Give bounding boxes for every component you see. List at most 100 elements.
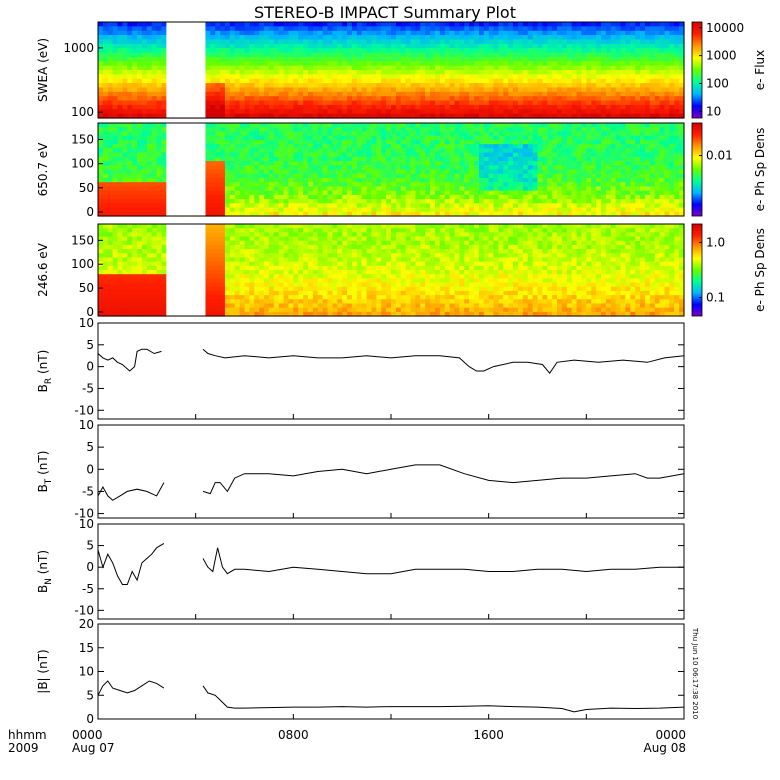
spectrogram-cell [303,199,309,204]
spectrogram-cell [327,26,333,32]
spectrogram-cell [127,182,133,188]
spectrogram-cell [239,186,246,192]
spectrogram-cell [112,109,119,115]
spectrogram-cell [102,139,109,145]
spectrogram-cell [561,39,568,45]
spectrogram-cell [381,78,387,84]
spectrogram-cell [581,131,587,137]
spectrogram-cell [229,135,236,141]
spectrogram-cell [156,39,163,45]
spectrogram-cell [571,169,578,175]
spectrogram-cell [430,182,436,188]
spectrogram-cell [347,30,353,36]
spectrogram-cell [141,113,148,119]
spectrogram-cell [405,199,412,204]
spectrogram-cell [454,194,460,200]
spectrogram-cell [400,182,407,188]
spectrogram-cell [522,194,529,200]
spectrogram-cell [327,113,333,119]
spectrogram-cell [517,91,524,97]
spectrogram-cell [259,194,265,200]
spectrogram-cell [566,83,573,89]
spectrogram-cell [503,100,509,106]
spectrogram-cell [459,113,465,119]
spectrogram-cell [439,194,446,200]
spectrogram-cell [107,56,114,62]
spectrogram-cell [132,199,138,204]
spectrogram-cell [244,56,250,62]
spectrogram-cell [112,83,119,89]
spectrogram-cell [205,131,211,137]
spectrogram-cell [586,186,592,192]
spectrogram-cell [571,70,578,75]
spectrogram-cell [151,70,158,75]
spectrogram-cell [644,96,651,102]
spectrogram-cell [415,182,421,188]
spectrogram-cell [620,26,626,32]
spectrogram-cell [420,83,426,89]
spectrogram-cell [464,131,470,137]
spectrogram-cell [596,161,602,166]
spectrogram-cell [146,177,153,183]
spectrogram-cell [244,61,250,67]
spectrogram-cell [224,70,231,75]
spectrogram-cell [268,70,275,75]
spectrogram-cell [161,203,167,209]
spectrogram-cell [610,148,617,154]
spectrogram-cell [273,113,280,119]
spectrogram-cell [332,203,338,209]
spectrogram-cell [527,148,534,154]
spectrogram-cell [347,199,353,204]
spectrogram-cell [303,156,309,162]
spectrogram-cell [205,30,211,36]
spectrogram-cell [249,87,255,93]
spectrogram-cell [605,74,612,80]
spectrogram-cell [254,100,260,106]
spectrogram-cell [659,39,666,45]
spectrogram-cell [488,199,495,204]
spectrogram-cell [254,165,260,171]
spectrogram-cell [503,43,509,49]
spectrogram-cell [635,70,641,75]
spectrogram-cell [317,165,324,171]
spectrogram-cell [395,148,402,154]
spectrogram-cell [522,39,529,45]
spectrogram-cell [371,127,377,133]
spectrogram-cell [552,165,558,171]
spectrogram-cell [425,211,431,217]
spectrogram-cell [464,56,470,62]
spectrogram-cell [312,35,319,41]
spectrogram-cell [537,30,543,36]
spectrogram-cell [415,156,421,162]
spectrogram-cell [488,61,495,67]
spectrogram-cell [464,48,470,54]
spectrogram-cell [317,56,324,62]
spectrogram-cell [576,48,583,54]
spectrogram-cell [356,56,363,62]
spectrogram-cell [361,139,368,145]
spectrogram-cell [102,177,109,183]
spectrogram-cell [557,78,563,84]
spectrogram-cell [312,100,319,106]
spectrogram-cell [493,39,500,45]
spectrogram-cell [591,186,597,192]
spectrogram-cell [342,100,348,106]
spectrogram-cell [151,135,158,141]
spectrogram-cell [307,100,314,106]
spectrogram-cell [98,173,104,179]
spectrogram-cell [576,165,583,171]
spectrogram-cell [635,78,641,84]
spectrogram-cell [454,177,460,183]
spectrogram-cell [337,148,343,154]
spectrogram-cell [303,83,309,89]
spectrogram-cell [503,211,509,217]
spectrogram-cell [434,104,441,110]
spectrogram-cell [527,74,534,80]
spectrogram-cell [220,169,226,175]
spectrogram-cell [264,74,270,80]
spectrogram-cell [205,78,211,84]
spectrogram-cell [381,91,387,97]
spectrogram-cell [469,152,475,158]
spectrogram-cell [474,211,480,217]
spectrogram-cell [537,194,543,200]
